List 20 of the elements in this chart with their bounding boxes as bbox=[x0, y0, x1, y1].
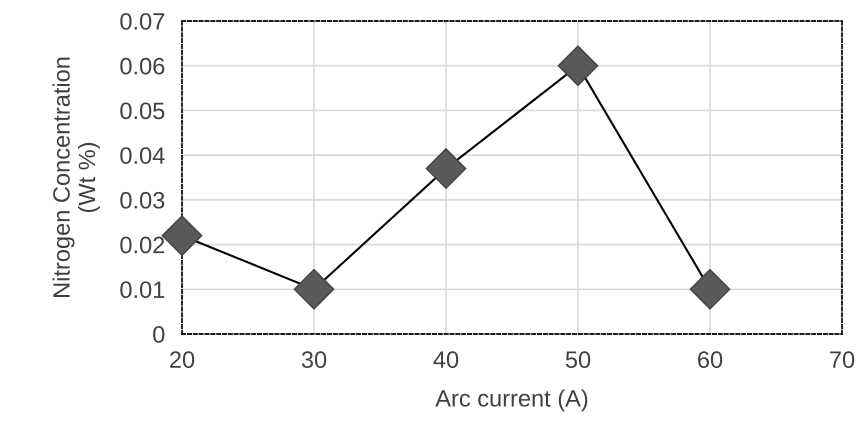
y-tick-label: 0.04 bbox=[120, 147, 165, 164]
y-tick-label: 0.07 bbox=[120, 13, 164, 30]
y-tick-label: 0.06 bbox=[120, 58, 164, 74]
point bbox=[558, 45, 598, 86]
x-axis-title: Arc current (A) bbox=[435, 389, 588, 412]
x-tick-label: 70 bbox=[830, 351, 854, 368]
x-tick-label: 50 bbox=[566, 351, 590, 368]
y-tick-label: 0.05 bbox=[120, 102, 164, 120]
y-tick-label: 0.01 bbox=[120, 281, 164, 298]
x-tick-label: 60 bbox=[698, 351, 722, 368]
y-axis-title: Nitrogen Concentration (Wt %) bbox=[52, 58, 100, 297]
point bbox=[690, 268, 730, 310]
point bbox=[426, 148, 466, 189]
y-tick-label: 0.03 bbox=[120, 192, 164, 209]
x-tick-label: 40 bbox=[433, 351, 458, 368]
point bbox=[294, 268, 334, 310]
x-tick-label: 20 bbox=[170, 351, 194, 368]
y-tick-label: 0.02 bbox=[120, 236, 164, 254]
x-tick-label: 30 bbox=[302, 351, 326, 368]
y-tick-label: 0 bbox=[153, 326, 164, 343]
